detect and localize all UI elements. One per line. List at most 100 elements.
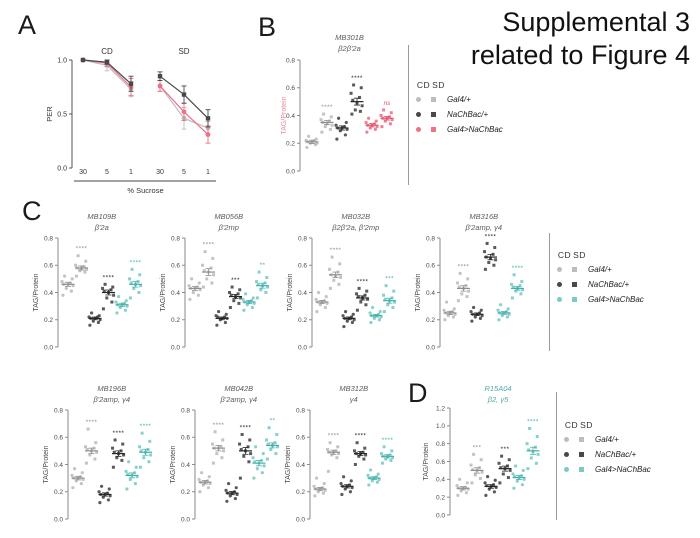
svg-text:0.0: 0.0	[57, 165, 67, 172]
svg-text:0.6: 0.6	[44, 263, 53, 270]
svg-text:0.2: 0.2	[44, 317, 53, 324]
sd-square-marker	[579, 437, 584, 442]
svg-text:0.2: 0.2	[171, 317, 180, 324]
legend-d-header: CD SD	[564, 420, 651, 430]
svg-text:MB196B: MB196B	[97, 384, 126, 393]
svg-text:β2β'2a: β2β'2a	[337, 44, 361, 53]
svg-text:****: ****	[382, 437, 394, 444]
svg-text:****: ****	[140, 423, 152, 430]
legend-c-row-nachbac: NaChBac/+	[557, 277, 644, 292]
sd-square-marker	[431, 127, 436, 132]
sd-square-marker	[572, 267, 577, 272]
legend-d-header-cd: CD	[564, 420, 579, 430]
svg-text:****: ****	[213, 422, 225, 429]
svg-text:1: 1	[206, 169, 210, 176]
svg-text:****: ****	[103, 274, 115, 281]
panel-c-scatter-mb196b: MB196B β'2amp, γ4 TAG/Protein 0.0 0.2 0.4 0.6 0…	[40, 382, 164, 529]
legend-d-row-gal4-nachbac: Gal4>NaChBac	[564, 462, 651, 477]
svg-text:0.4: 0.4	[426, 290, 435, 297]
sd-square-marker	[572, 282, 577, 287]
svg-text:TAG/Protein: TAG/Protein	[33, 273, 40, 311]
svg-text:1.0: 1.0	[436, 423, 445, 430]
svg-text:****: ****	[240, 425, 252, 432]
svg-text:MB301B: MB301B	[335, 33, 364, 42]
svg-text:TAG/Protein: TAG/Protein	[285, 445, 292, 483]
svg-text:0.6: 0.6	[426, 263, 435, 270]
svg-text:PER: PER	[45, 106, 54, 122]
legend-label: Gal4/+	[595, 435, 619, 444]
legend-b-header-cd: CD	[416, 80, 431, 90]
svg-text:***: ***	[231, 277, 240, 284]
svg-text:MB032B: MB032B	[341, 212, 370, 221]
panel-label-d: D	[408, 378, 428, 408]
svg-text:γ4: γ4	[350, 395, 358, 404]
svg-text:0.8: 0.8	[181, 407, 190, 414]
svg-text:****: ****	[485, 233, 497, 240]
legend-b-header-sd: SD	[432, 80, 445, 90]
svg-text:0.0: 0.0	[436, 512, 445, 519]
svg-text:0.6: 0.6	[436, 459, 445, 466]
svg-text:5: 5	[105, 169, 109, 176]
svg-text:**: **	[270, 418, 276, 425]
legend-c: CD SD Gal4/+ NaChBac/+ Gal4>NaChBac	[557, 250, 644, 307]
svg-text:MB042B: MB042B	[224, 384, 253, 393]
svg-text:0.2: 0.2	[286, 141, 295, 148]
figure-title-line1: Supplemental 3	[502, 7, 690, 37]
svg-text:0.0: 0.0	[426, 344, 435, 351]
cd-circle-marker	[416, 112, 421, 117]
cd-circle-marker	[564, 437, 569, 442]
sd-square-marker	[431, 97, 436, 102]
svg-text:0.2: 0.2	[181, 489, 190, 496]
legend-d: CD SD Gal4/+ NaChBac/+ Gal4>NaChBac	[564, 420, 651, 477]
svg-text:****: ****	[351, 75, 363, 82]
svg-text:0.4: 0.4	[436, 477, 445, 484]
sd-square-marker	[579, 452, 584, 457]
svg-text:0.6: 0.6	[54, 435, 63, 442]
svg-text:****: ****	[130, 259, 142, 266]
figure-title-line2: related to Figure 4	[470, 39, 690, 70]
legend-c-row-gal4-nachbac: Gal4>NaChBac	[557, 292, 644, 307]
legend-label: NaChBac/+	[447, 110, 489, 119]
svg-text:β'2amp, γ4: β'2amp, γ4	[92, 395, 130, 404]
svg-text:30: 30	[79, 169, 87, 176]
svg-text:TAG/Protein: TAG/Protein	[281, 96, 288, 134]
svg-text:% Sucrose: % Sucrose	[127, 186, 163, 195]
panel-c-scatter-mb109b: MB109B β'2a TAG/Protein 0.0 0.2 0.4 0.6 0.8 ****…	[30, 210, 154, 357]
svg-text:0.6: 0.6	[286, 85, 295, 92]
svg-text:****: ****	[321, 104, 333, 111]
svg-text:TAG/Protein: TAG/Protein	[415, 273, 422, 311]
svg-text:****: ****	[330, 247, 342, 254]
legend-label: Gal4>NaChBac	[588, 295, 644, 304]
svg-text:0.8: 0.8	[436, 441, 445, 448]
svg-text:β2, γ5: β2, γ5	[487, 395, 509, 404]
svg-text:SD: SD	[178, 47, 189, 56]
svg-text:5: 5	[182, 169, 186, 176]
svg-text:MB109B: MB109B	[87, 212, 116, 221]
svg-text:****: ****	[203, 242, 215, 249]
svg-text:0.8: 0.8	[54, 407, 63, 414]
legend-label: Gal4>NaChBac	[595, 465, 651, 474]
svg-text:***: ***	[501, 446, 510, 453]
svg-text:0.2: 0.2	[54, 489, 63, 496]
svg-text:MB056B: MB056B	[214, 212, 243, 221]
svg-text:β'2a: β'2a	[94, 223, 109, 232]
svg-text:0.6: 0.6	[296, 435, 305, 442]
legend-c-row-gal4: Gal4/+	[557, 262, 644, 277]
legend-c-header-cd: CD	[557, 250, 572, 260]
svg-text:CD: CD	[101, 47, 113, 56]
svg-text:0.0: 0.0	[286, 168, 295, 175]
cd-circle-marker	[416, 127, 421, 132]
svg-text:0.0: 0.0	[171, 344, 180, 351]
svg-text:0.2: 0.2	[436, 494, 445, 501]
sd-square-marker	[431, 112, 436, 117]
legend-b-divider	[408, 45, 409, 185]
svg-text:0.6: 0.6	[181, 435, 190, 442]
svg-text:****: ****	[86, 419, 98, 426]
figure-title: Supplemental 3 related to Figure 4	[471, 6, 690, 72]
svg-text:0.8: 0.8	[426, 235, 435, 242]
legend-c-divider	[549, 233, 550, 351]
svg-text:0.4: 0.4	[171, 290, 180, 297]
svg-text:****: ****	[527, 419, 539, 426]
svg-text:0.6: 0.6	[171, 263, 180, 270]
svg-text:0.4: 0.4	[286, 113, 295, 120]
